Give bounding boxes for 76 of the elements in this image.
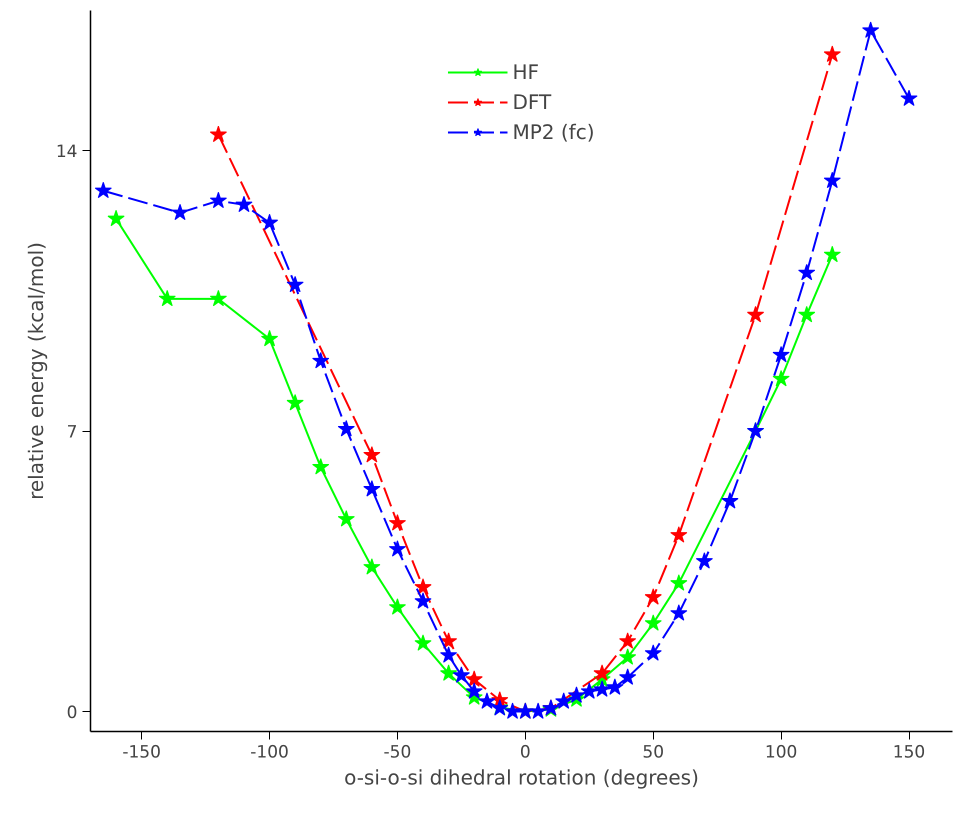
point [286,276,304,292]
point [312,458,330,475]
point [388,540,406,557]
x-tick-label: 150 [892,742,926,762]
point [414,578,432,595]
point [824,246,841,262]
legend-label: DFT [512,90,552,114]
point [171,204,189,220]
x-tick-label: -150 [122,742,161,762]
x-tick-label: -50 [384,742,412,762]
y-tick-label: 0 [66,702,78,723]
point [670,574,688,591]
point [619,648,636,665]
point [158,290,176,306]
x-tick-label: -100 [250,742,289,762]
point [414,634,432,651]
point [286,394,304,410]
point [94,182,112,198]
point [619,668,636,685]
point [478,692,496,709]
point [644,614,662,631]
point [210,192,227,208]
point [414,592,432,609]
point [619,632,636,649]
point [338,510,355,527]
point [644,644,662,661]
legend-label: HF [512,60,540,84]
point [363,446,380,462]
point [670,526,688,543]
x-tick-label: 100 [764,742,798,762]
point [388,514,406,531]
legend-label: MP2 (fc) [512,120,595,144]
point [260,330,278,346]
point [593,680,611,697]
point [107,210,125,226]
point [363,480,380,497]
point [210,290,227,306]
point [580,682,598,699]
point [670,604,688,621]
point [440,664,458,681]
point [568,686,586,703]
point [530,702,547,719]
point [824,172,841,188]
point [798,306,816,322]
y-tick-label: 14 [56,142,78,162]
y-axis-title: relative energy (kcal/mol) [24,242,48,500]
point [466,682,483,699]
x-tick-label: 0 [520,742,531,762]
point [824,46,841,62]
point [312,352,330,368]
x-tick-label: 50 [642,742,664,762]
point [466,670,483,687]
point [746,306,764,322]
point [900,90,918,106]
point [555,692,572,709]
point [452,666,470,683]
point [210,126,227,142]
point [772,346,790,362]
point [696,552,713,569]
point [593,664,611,681]
point [440,632,458,649]
x-axis-title: o-si-o-si dihedral rotation (degrees) [344,766,699,790]
point [504,702,522,719]
point [388,598,406,615]
point [772,370,790,386]
point [440,646,458,663]
point [644,588,662,605]
point [235,196,253,212]
y-tick-label: 7 [66,422,78,443]
point [260,214,278,230]
point [862,22,880,38]
point [798,264,816,280]
point [721,492,739,509]
point [338,420,355,436]
point [363,558,380,575]
point [606,678,624,695]
